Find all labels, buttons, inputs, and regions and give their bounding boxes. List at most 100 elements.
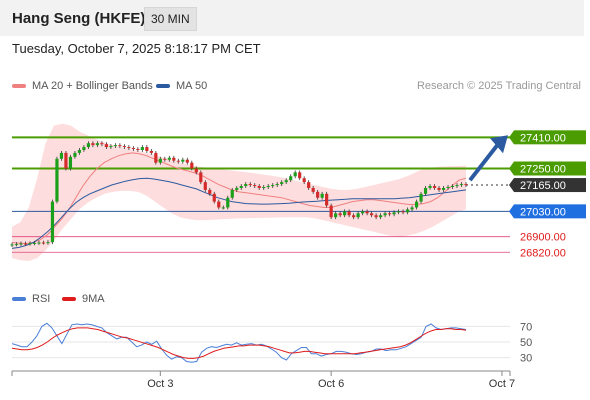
projection-arrow-head: [490, 135, 508, 154]
candle-body: [176, 160, 180, 162]
candle-body: [82, 147, 86, 150]
instrument-title: Hang Seng (HKFE): [12, 10, 146, 27]
timestamp: Tuesday, October 7, 2025 8:18:17 PM CET: [12, 41, 261, 56]
level-tag-pointer-1: [509, 161, 514, 176]
candle-body: [343, 211, 347, 216]
time-axis-label-1: Oct 6: [318, 378, 344, 390]
time-axis: Oct 3 Oct 6 Oct 7: [11, 370, 515, 390]
candle-body: [235, 187, 239, 190]
legend-label-ma50: MA 50: [176, 80, 208, 92]
candle-body: [100, 143, 104, 145]
level-label-4: 26900.00: [520, 232, 566, 244]
candle-body: [109, 146, 113, 148]
candle-body: [361, 211, 365, 214]
candle-body: [19, 243, 23, 245]
candle-body: [230, 189, 234, 198]
candle-body: [41, 242, 46, 244]
candle-body: [158, 158, 162, 163]
candle-body: [127, 147, 131, 149]
candle-body: [68, 156, 73, 169]
candle-body: [136, 149, 140, 151]
candle-body: [401, 211, 405, 213]
candle-body: [464, 184, 468, 186]
candle-body: [450, 186, 455, 188]
candle-body: [414, 201, 419, 208]
candle-body: [122, 146, 126, 148]
time-axis-label-0: Oct 3: [147, 378, 173, 390]
candle-body: [432, 186, 437, 188]
candle-body: [221, 207, 225, 209]
level-label-5: 26820.00: [520, 247, 566, 259]
ma20-line: [11, 152, 467, 245]
candle-body: [253, 185, 257, 187]
candle-body: [419, 193, 423, 202]
candle-body: [32, 242, 37, 244]
legend-swatch-9ma: [62, 297, 76, 302]
legend-swatch-ma20: [12, 84, 26, 89]
candle-body: [307, 182, 311, 188]
candle-body: [374, 215, 378, 218]
level-tag-pointer-3: [509, 204, 514, 219]
candles-layer: [10, 135, 508, 247]
interval-selector[interactable]: 30 MIN: [144, 7, 197, 31]
candle-body: [266, 186, 270, 188]
level-tag-pointer-2: [509, 178, 514, 193]
candle-body: [325, 193, 329, 206]
candle-body: [405, 209, 410, 213]
candle-body: [208, 189, 212, 194]
candle-body: [280, 182, 284, 185]
candle-body: [226, 197, 230, 208]
candle-body: [428, 186, 432, 188]
chart-header: Hang Seng (HKFE) 30 MIN: [0, 0, 584, 36]
candle-body: [194, 168, 198, 173]
candle-body: [10, 244, 14, 246]
candle-body: [370, 213, 374, 216]
candle-body: [316, 191, 320, 198]
candle-body: [356, 213, 360, 218]
candle-body: [378, 215, 383, 218]
legend-swatch-rsi: [12, 297, 26, 302]
candle-body: [437, 187, 441, 190]
legend-label-ma20: MA 20 + Bollinger Bands: [32, 80, 153, 92]
candle-body: [347, 211, 351, 216]
candle-body: [352, 215, 356, 218]
candle-body: [172, 157, 176, 161]
candle-body: [154, 152, 158, 163]
credit-text: Research © 2025 Trading Central: [416, 80, 581, 92]
candle-body: [131, 148, 135, 150]
candle-body: [46, 242, 50, 244]
rsi-tick-label-30: 30: [520, 353, 532, 365]
legend-item-rsi: RSI: [12, 293, 50, 305]
candle-body: [64, 152, 68, 169]
candle-body: [181, 159, 185, 162]
rsi-line: [11, 322, 467, 363]
projection-arrow-shaft: [468, 143, 500, 182]
candle-body: [446, 187, 450, 188]
candle-body: [28, 243, 32, 245]
candle-body: [311, 187, 315, 192]
level-label-1: 27250.00: [520, 163, 566, 175]
candle-body: [293, 172, 297, 177]
candle-body: [14, 244, 19, 246]
candle-body: [302, 178, 306, 183]
candle-body: [248, 184, 252, 186]
candle-body: [441, 187, 446, 190]
rsi-tick-label-70: 70: [520, 321, 532, 333]
candle-body: [77, 149, 82, 153]
candle-body: [423, 187, 428, 194]
candle-body: [338, 213, 342, 216]
candle-body: [23, 243, 28, 245]
candle-body: [387, 213, 392, 215]
candle-body: [244, 184, 248, 187]
legend-item-9ma: 9MA: [62, 293, 105, 305]
level-tag-pointer-0: [509, 130, 514, 145]
candle-body: [59, 152, 64, 159]
rsi-9ma-line: [11, 327, 467, 359]
candle-body: [149, 150, 153, 153]
candle-body: [257, 186, 261, 188]
legend-item-ma20: MA 20 + Bollinger Bands: [12, 80, 153, 92]
level-label-0: 27410.00: [520, 132, 566, 144]
candle-body: [262, 187, 266, 188]
candle-body: [167, 157, 171, 160]
candle-body: [113, 145, 117, 147]
